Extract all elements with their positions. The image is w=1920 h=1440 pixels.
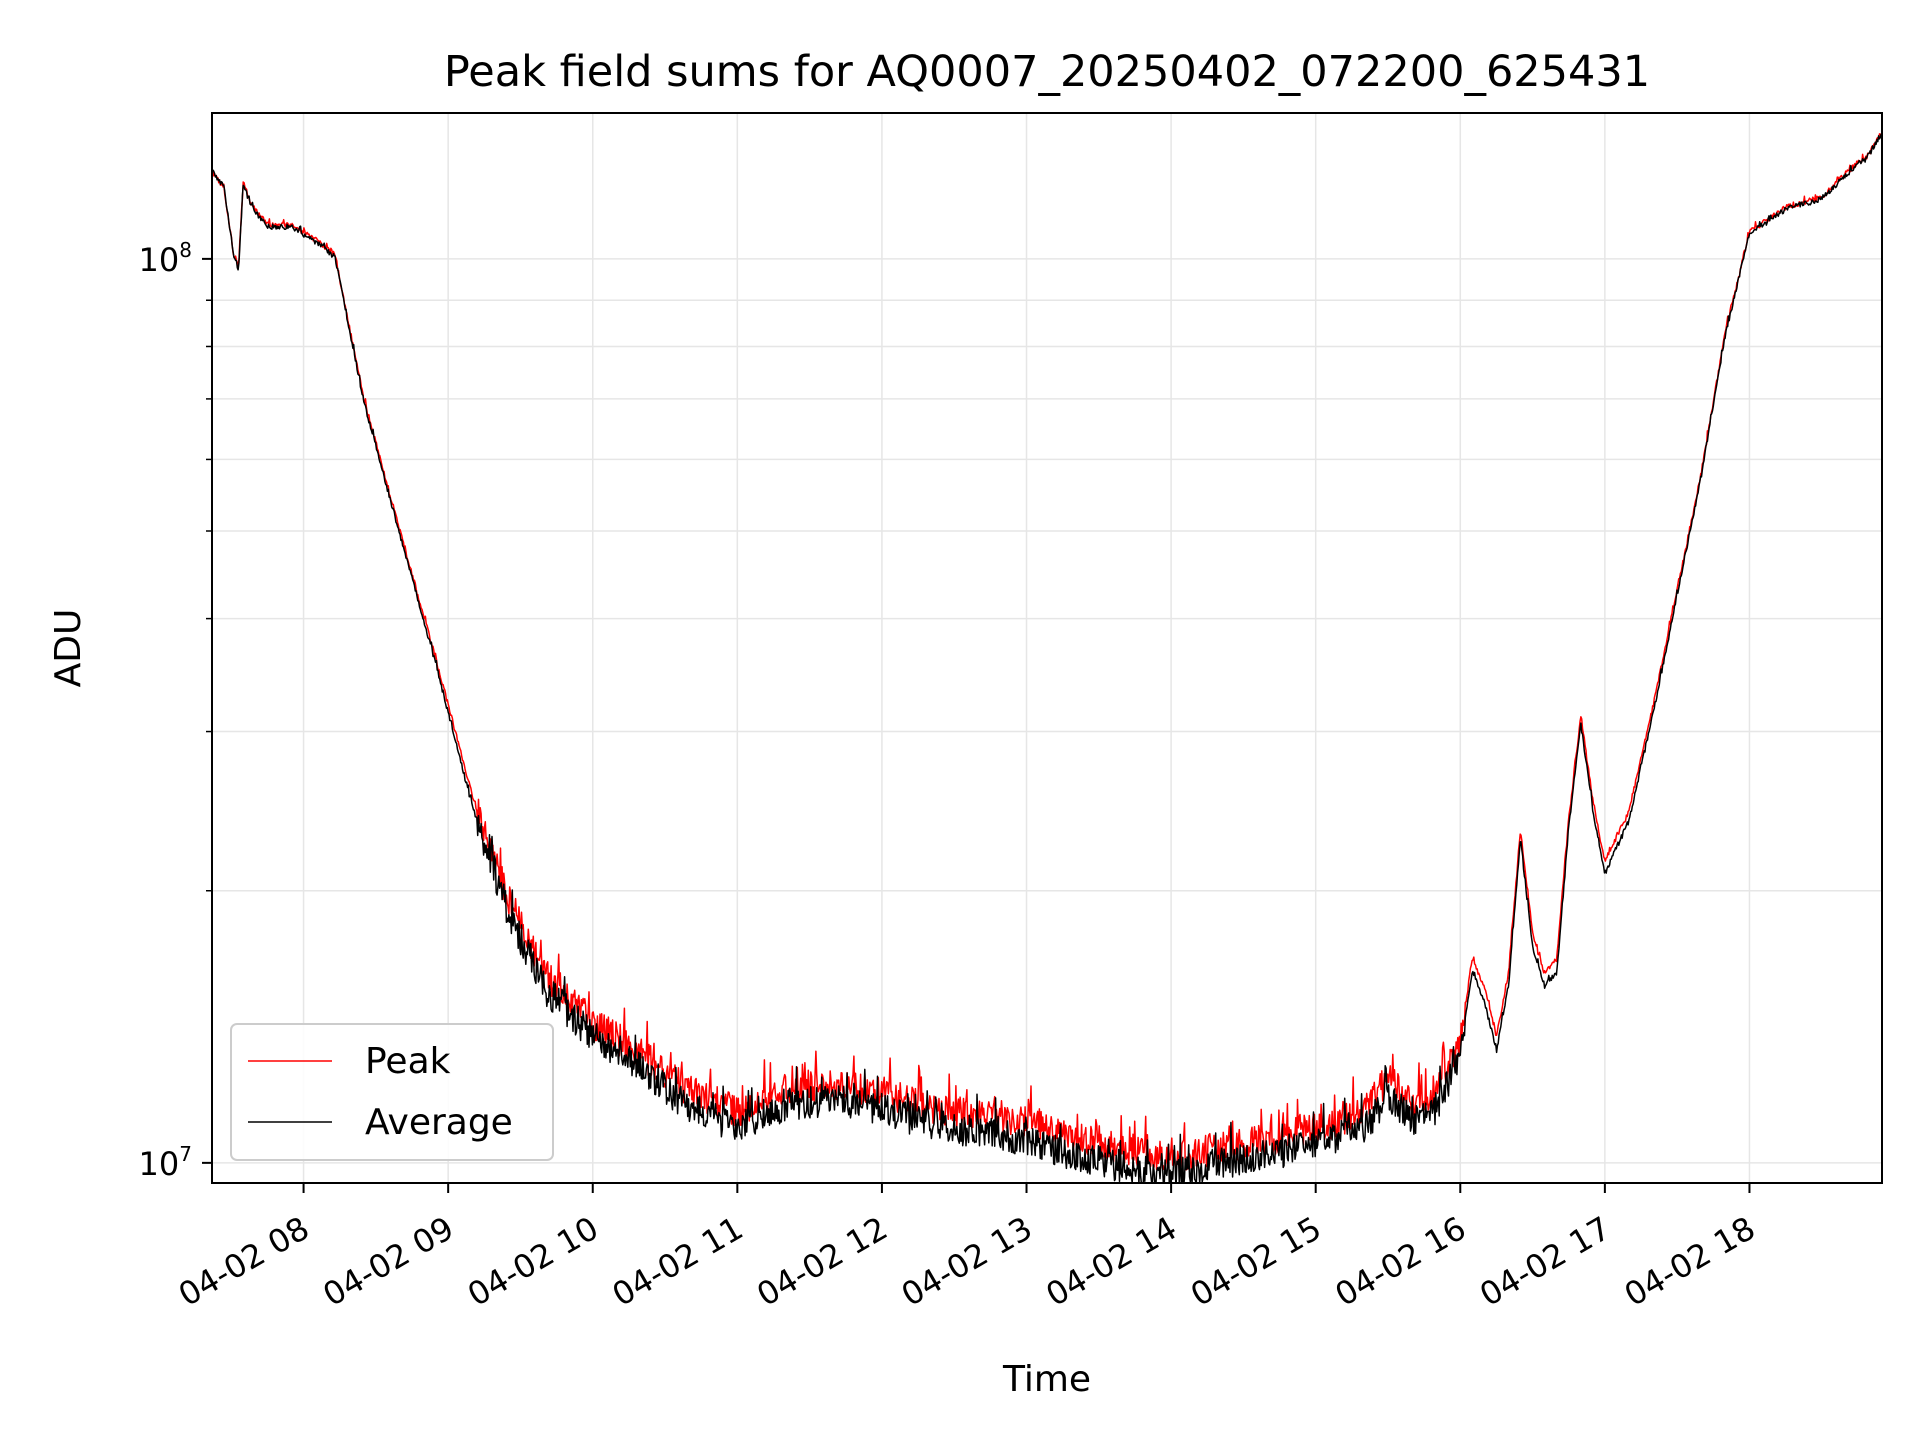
grid <box>212 113 1882 1183</box>
series-layer <box>212 133 1882 1183</box>
legend-box <box>230 1023 554 1161</box>
y-tick-exponent: 8 <box>179 238 192 262</box>
chart-title: Peak field sums for AQ0007_20250402_0722… <box>444 47 1650 97</box>
x-axis-label: Time <box>1002 1359 1091 1400</box>
y-axis-label: ADU <box>48 609 89 688</box>
y-tick-label: 107 <box>139 1142 192 1183</box>
y-tick-base: 10 <box>139 1145 180 1183</box>
legend: Peak Average <box>230 1023 554 1161</box>
legend-label-average: Average <box>365 1102 513 1143</box>
plot-frame <box>211 112 1883 1184</box>
y-tick-label: 108 <box>139 238 192 279</box>
legend-label-peak: Peak <box>365 1041 451 1082</box>
y-tick-base: 10 <box>139 241 180 279</box>
y-tick-exponent: 7 <box>179 1142 192 1166</box>
series-line-average <box>212 133 1882 1183</box>
